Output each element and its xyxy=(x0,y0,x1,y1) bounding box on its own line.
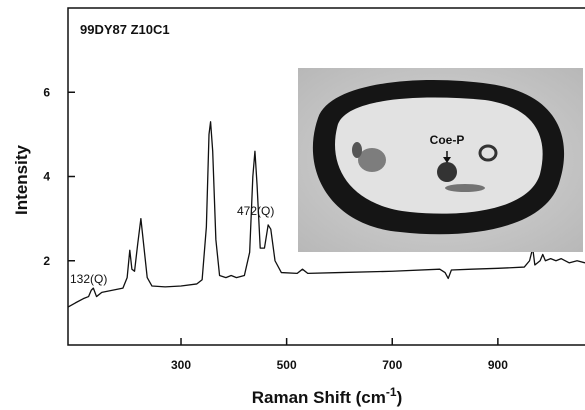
y-tick-label: 4 xyxy=(43,170,50,184)
inclusion xyxy=(358,148,386,172)
x-axis-label: Raman Shift (cm-1) xyxy=(252,385,402,407)
x-tick-label: 500 xyxy=(277,358,297,372)
spectrum-line xyxy=(67,121,585,308)
x-tick-label: 300 xyxy=(171,358,191,372)
inset-label: Coe-P xyxy=(430,133,465,147)
inclusion xyxy=(445,184,485,192)
inclusion xyxy=(352,142,362,158)
peak-label: 132(Q) xyxy=(70,272,107,286)
x-axis-label-sup: -1 xyxy=(386,385,397,399)
plot-marks xyxy=(67,121,585,308)
inclusion xyxy=(478,144,498,162)
x-tick-label: 900 xyxy=(488,358,508,372)
coesite-inclusion xyxy=(437,162,457,182)
y-tick-label: 2 xyxy=(43,254,50,268)
y-tick-label: 6 xyxy=(43,85,50,99)
x-axis-label-end: ) xyxy=(397,388,403,407)
inset-photo: Coe-P xyxy=(298,68,583,252)
grain-core xyxy=(335,97,543,214)
sample-label: 99DY87 Z10C1 xyxy=(80,22,170,37)
x-tick-label: 700 xyxy=(382,358,402,372)
arrow-head xyxy=(443,157,451,163)
peak-label: 472(Q) xyxy=(237,204,274,218)
x-axis-label-main: Raman Shift (cm xyxy=(252,388,386,407)
y-axis-label: Intensity xyxy=(12,145,31,215)
